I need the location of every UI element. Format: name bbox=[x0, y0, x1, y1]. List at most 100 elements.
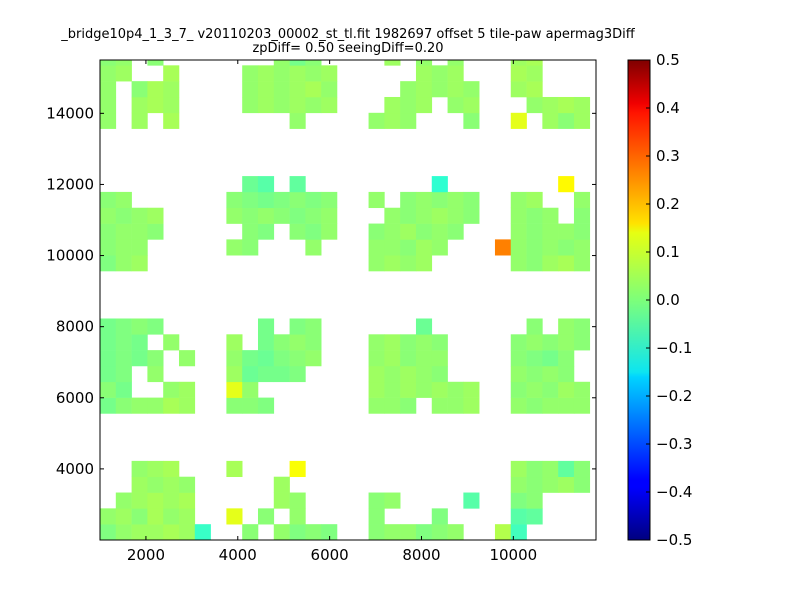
heatmap-cell bbox=[526, 350, 543, 367]
heatmap-cell bbox=[510, 207, 527, 224]
heatmap-cell bbox=[415, 255, 433, 272]
heatmap-cell bbox=[178, 381, 196, 398]
heatmap-cell bbox=[573, 334, 591, 351]
y-tick-label: 10000 bbox=[46, 247, 94, 265]
x-axis-ticks: 2000 4000 6000 8000 10000 bbox=[127, 60, 537, 564]
heatmap-cell bbox=[100, 207, 117, 224]
heatmap-cell bbox=[100, 365, 117, 383]
heatmap-cell bbox=[400, 334, 417, 351]
heatmap-cell bbox=[510, 223, 527, 240]
heatmap-cell bbox=[321, 207, 338, 224]
heatmap-cell bbox=[226, 365, 243, 383]
heatmap-cell bbox=[273, 96, 290, 114]
heatmap-cell bbox=[289, 96, 306, 114]
heatmap-cell bbox=[115, 334, 132, 351]
heatmap-cell bbox=[431, 524, 448, 541]
heatmap-cell bbox=[463, 381, 480, 398]
heatmap-cell bbox=[257, 81, 275, 98]
heatmap-cell bbox=[257, 207, 275, 224]
heatmap-cell bbox=[368, 334, 385, 351]
x-tick-label: 2000 bbox=[127, 546, 165, 564]
heatmap-cell bbox=[242, 223, 259, 240]
heatmap-cell bbox=[289, 508, 306, 525]
heatmap-cell bbox=[321, 524, 338, 541]
heatmap-cell bbox=[542, 239, 559, 256]
y-tick-label: 8000 bbox=[56, 318, 94, 336]
heatmap-cell bbox=[131, 492, 148, 509]
heatmap-cell bbox=[526, 397, 543, 414]
heatmap-cell bbox=[526, 255, 543, 272]
heatmap-cell bbox=[542, 381, 559, 398]
heatmap-cell bbox=[273, 81, 290, 98]
heatmap-cell bbox=[415, 365, 433, 383]
heatmap-cell bbox=[226, 350, 243, 367]
heatmap-cell bbox=[431, 508, 448, 525]
heatmap-cell bbox=[131, 223, 148, 240]
heatmap-cell bbox=[573, 460, 591, 478]
x-tick-label: 8000 bbox=[402, 546, 440, 564]
chart-title-line-1: _bridge10p4_1_3_7_ v20110203_00002_st_tl… bbox=[60, 27, 636, 42]
heatmap-cell bbox=[163, 381, 180, 398]
heatmap-cell bbox=[526, 460, 543, 478]
heatmap-cell bbox=[384, 239, 401, 256]
heatmap-cell bbox=[431, 397, 448, 414]
heatmap-cell bbox=[305, 191, 322, 209]
heatmap-cell bbox=[573, 239, 591, 256]
heatmap-cell bbox=[368, 508, 385, 525]
heatmap-cell bbox=[526, 207, 543, 224]
heatmap-cell bbox=[163, 81, 180, 98]
heatmap-cell bbox=[384, 223, 401, 240]
heatmap-cell bbox=[289, 334, 306, 351]
heatmap-cell bbox=[289, 350, 306, 367]
colorbar-tick-label: 0.5 bbox=[656, 51, 680, 69]
heatmap-cell bbox=[526, 239, 543, 256]
heatmap-cell bbox=[384, 60, 401, 66]
heatmap-cell bbox=[542, 334, 559, 351]
heatmap-cell bbox=[242, 207, 259, 224]
heatmap-cell bbox=[573, 223, 591, 240]
heatmap-cell bbox=[100, 112, 117, 129]
heatmap-cell bbox=[257, 96, 275, 114]
heatmap-cell bbox=[273, 476, 290, 493]
heatmap-cell bbox=[163, 476, 180, 493]
heatmap-cell bbox=[178, 524, 196, 541]
heatmap-cell bbox=[273, 65, 290, 82]
heatmap-cell bbox=[289, 460, 306, 478]
heatmap-cell bbox=[510, 255, 527, 272]
x-tick-label: 10000 bbox=[489, 546, 537, 564]
heatmap-cell bbox=[131, 460, 148, 478]
heatmap-cell bbox=[542, 460, 559, 478]
heatmap-cell bbox=[526, 508, 543, 525]
heatmap-cell bbox=[257, 508, 275, 525]
heatmap-cell bbox=[163, 96, 180, 114]
heatmap-cell bbox=[415, 350, 433, 367]
heatmap-cell bbox=[147, 365, 164, 383]
heatmap-cell bbox=[573, 112, 591, 129]
heatmap-cell bbox=[100, 381, 117, 398]
heatmap-cell bbox=[400, 239, 417, 256]
heatmap-cell bbox=[131, 239, 148, 256]
heatmap-cell bbox=[368, 191, 385, 209]
heatmap-cell bbox=[289, 318, 306, 335]
heatmap-cell bbox=[131, 96, 148, 114]
heatmap-cell bbox=[526, 223, 543, 240]
heatmap-cell bbox=[573, 318, 591, 335]
heatmap-cell bbox=[257, 365, 275, 383]
heatmap-cell bbox=[542, 207, 559, 224]
heatmap-cell bbox=[368, 350, 385, 367]
heatmap-cell bbox=[400, 397, 417, 414]
heatmap-cell bbox=[368, 112, 385, 129]
heatmap-cell bbox=[400, 255, 417, 272]
heatmap-cell bbox=[463, 191, 480, 209]
heatmap-cell bbox=[463, 81, 480, 98]
heatmap-cell bbox=[431, 365, 448, 383]
heatmap-cell bbox=[194, 524, 211, 541]
heatmap-cell bbox=[100, 334, 117, 351]
heatmap-cell bbox=[131, 508, 148, 525]
heatmap-cell bbox=[558, 365, 575, 383]
heatmap-cell bbox=[447, 524, 464, 541]
heatmap-cell bbox=[384, 350, 401, 367]
heatmap-cell bbox=[163, 397, 180, 414]
heatmap-cell bbox=[384, 524, 401, 541]
heatmap-cell bbox=[463, 492, 480, 509]
